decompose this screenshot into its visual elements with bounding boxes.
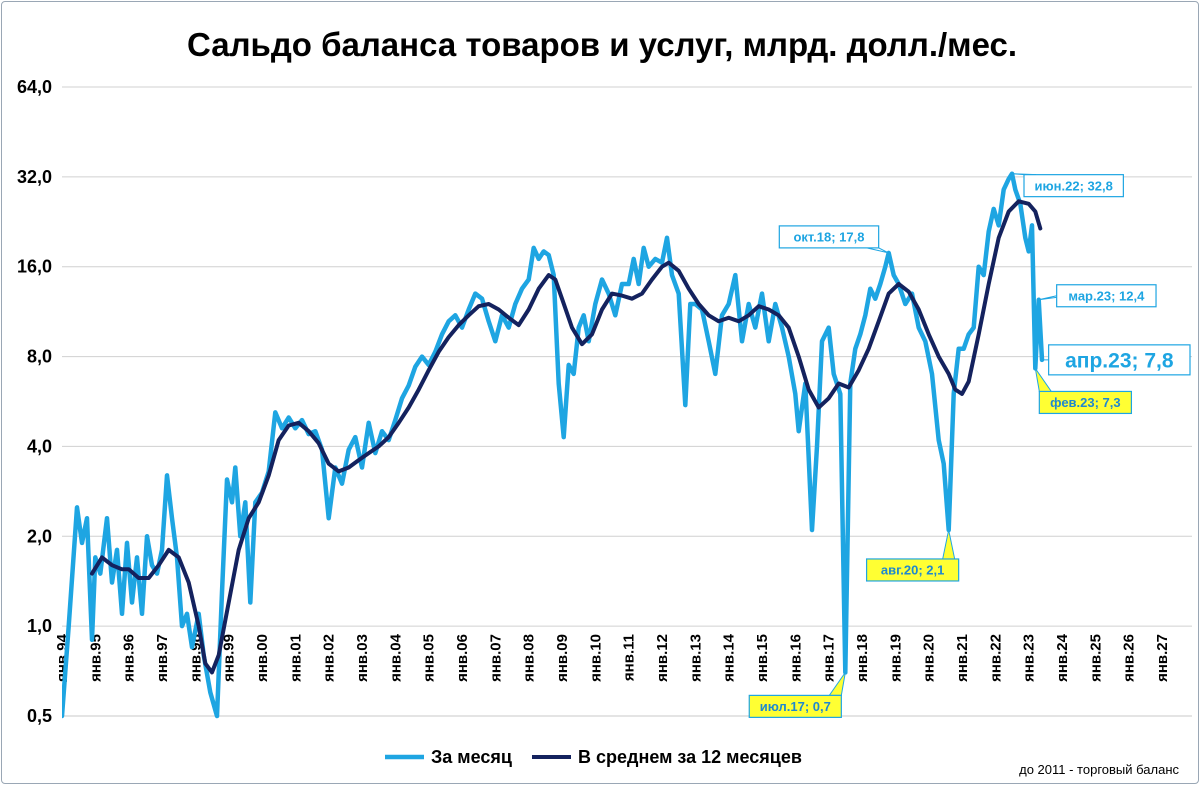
x-tick-label: янв.99 [221, 634, 238, 682]
x-tick-label: янв.17 [821, 634, 838, 682]
x-tick-label: янв.26 [1121, 634, 1138, 682]
x-tick-label: янв.95 [87, 634, 104, 682]
footnote: до 2011 - торговый баланс [1019, 762, 1179, 777]
annotation-label: июл.17; 0,7 [760, 699, 831, 714]
annotation-pointer [866, 247, 889, 254]
annotation-callout: фев.23; 7,3 [1034, 368, 1133, 415]
annotation-label: мар.23; 12,4 [1068, 288, 1145, 303]
x-tick-label: янв.97 [154, 634, 171, 682]
chart-title: Сальдо баланса товаров и услуг, млрд. до… [187, 26, 1017, 63]
annotation-box [1023, 174, 1124, 198]
annotation-callout: июл.17; 0,7 [748, 672, 846, 718]
data-annotations: июн.22; 32,8 окт.18; 17,8 мар.23; 12,4 апр.… [748, 173, 1191, 718]
x-tick-label: янв.96 [121, 634, 138, 682]
y-tick-label: 0,5 [27, 706, 52, 726]
x-tick-label: янв.08 [521, 634, 538, 682]
annotation-label: фев.23; 7,3 [1050, 395, 1121, 410]
series-lines [62, 171, 1045, 719]
annotation-label: окт.18; 17,8 [793, 230, 864, 245]
x-tick-label: янв.22 [987, 634, 1004, 682]
x-tick-label: янв.24 [1054, 633, 1071, 682]
x-tick-label: янв.07 [487, 634, 504, 682]
annotation-box [778, 225, 880, 249]
x-tick-label: янв.25 [1087, 634, 1104, 682]
annotation-label: апр.23; 7,8 [1065, 349, 1174, 372]
x-tick-label: янв.23 [1021, 634, 1038, 682]
annotation-callout: июн.22; 32,8 [1011, 173, 1124, 198]
x-tick-label: янв.13 [687, 634, 704, 682]
series-line-12m-average [90, 199, 1043, 675]
y-tick-label: 2,0 [27, 526, 52, 546]
x-tick-label: янв.15 [754, 634, 771, 682]
annotation-box [1056, 284, 1157, 308]
annotation-box [865, 558, 960, 582]
annotation-pointer [942, 529, 956, 560]
legend: За месяц В среднем за 12 месяцев [385, 747, 802, 767]
annotation-box [1048, 344, 1191, 376]
y-tick-label: 4,0 [27, 436, 52, 456]
x-tick-label: янв.00 [254, 634, 271, 682]
annotation-callout: мар.23; 12,4 [1038, 284, 1157, 308]
x-tick-label: янв.18 [854, 634, 871, 682]
x-tick-label: янв.03 [354, 634, 371, 682]
x-tick-label: янв.21 [954, 634, 971, 682]
x-tick-label: янв.04 [387, 633, 404, 682]
annotation-callout: апр.23; 7,8 [1042, 344, 1191, 376]
y-tick-label: 32,0 [17, 167, 52, 187]
annotation-box [1038, 390, 1133, 415]
y-tick-label: 64,0 [17, 77, 52, 97]
annotation-box [748, 694, 842, 718]
x-tick-label: янв.12 [654, 634, 671, 682]
series-line-monthly [62, 171, 1045, 719]
y-tick-label: 16,0 [17, 257, 52, 277]
x-tick-label: янв.02 [321, 634, 338, 682]
x-tick-label: янв.16 [787, 634, 804, 682]
x-tick-label: янв.19 [887, 634, 904, 682]
x-axis-ticks: янв.94 янв.95 янв.96 янв.97 янв.98 янв.99 янв.… [54, 633, 1171, 682]
legend-label-monthly: За месяц [431, 747, 512, 767]
y-axis-ticks: 0,5 1,0 2,0 4,0 8,0 16,0 32,0 64,0 [17, 77, 52, 726]
x-tick-label: янв.05 [421, 634, 438, 682]
annotation-callout: окт.18; 17,8 [778, 225, 889, 254]
x-tick-label: янв.14 [721, 633, 738, 682]
x-tick-label: янв.06 [454, 634, 471, 682]
annotation-label: июн.22; 32,8 [1035, 178, 1113, 193]
x-tick-label: янв.11 [621, 634, 638, 681]
y-tick-label: 8,0 [27, 347, 52, 367]
x-tick-label: янв.01 [287, 634, 304, 682]
x-tick-label: янв.27 [1154, 634, 1171, 682]
x-tick-label: янв.10 [587, 634, 604, 682]
x-tick-label: янв.09 [554, 634, 571, 682]
annotation-callout: авг.20; 2,1 [865, 529, 960, 582]
x-tick-label: янв.20 [921, 634, 938, 682]
y-tick-label: 1,0 [27, 616, 52, 636]
legend-label-average: В среднем за 12 месяцев [578, 747, 802, 767]
gridlines [62, 86, 1192, 717]
annotation-label: авг.20; 2,1 [881, 563, 944, 578]
